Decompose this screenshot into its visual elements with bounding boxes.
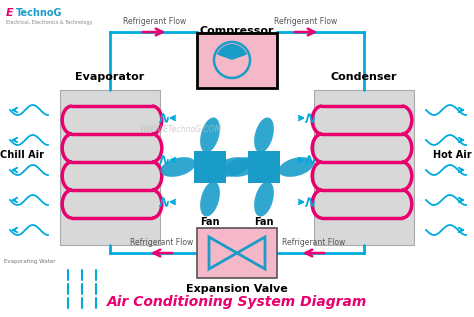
Text: Electrical, Electronics & Technology: Electrical, Electronics & Technology [6,20,92,25]
Text: Fan: Fan [200,217,220,227]
Ellipse shape [161,157,196,177]
Ellipse shape [278,157,313,177]
Text: Refrigerant Flow: Refrigerant Flow [283,238,346,247]
Ellipse shape [254,181,274,217]
Bar [194,151,226,183]
Text: Evaporating Water: Evaporating Water [4,260,55,264]
Text: Expansion Valve: Expansion Valve [186,284,288,294]
Bar [197,33,277,87]
Text: Compressor: Compressor [200,27,274,36]
Text: Refrigerant Flow: Refrigerant Flow [123,17,187,26]
Ellipse shape [200,181,220,217]
Ellipse shape [254,118,274,152]
Wedge shape [217,44,247,60]
Text: Refrigerant Flow: Refrigerant Flow [130,238,193,247]
Text: E: E [6,8,14,18]
Text: Air Conditioning System Diagram: Air Conditioning System Diagram [107,295,367,309]
Text: Refrigerant Flow: Refrigerant Flow [274,17,337,26]
Text: Hot Air: Hot Air [433,151,471,160]
Text: Chill Air: Chill Air [0,151,44,160]
Bar [197,228,277,278]
Ellipse shape [225,157,260,177]
Text: Evaporator: Evaporator [75,72,145,82]
Text: TechnoG: TechnoG [16,8,63,18]
Text: WWW.ETechnoG.COM: WWW.ETechnoG.COM [139,126,221,134]
Text: Fan: Fan [254,217,274,227]
Bar [60,90,160,245]
Bar [314,90,414,245]
Ellipse shape [200,118,220,152]
Bar [248,151,280,183]
Text: Condenser: Condenser [331,72,397,82]
Ellipse shape [214,157,249,177]
